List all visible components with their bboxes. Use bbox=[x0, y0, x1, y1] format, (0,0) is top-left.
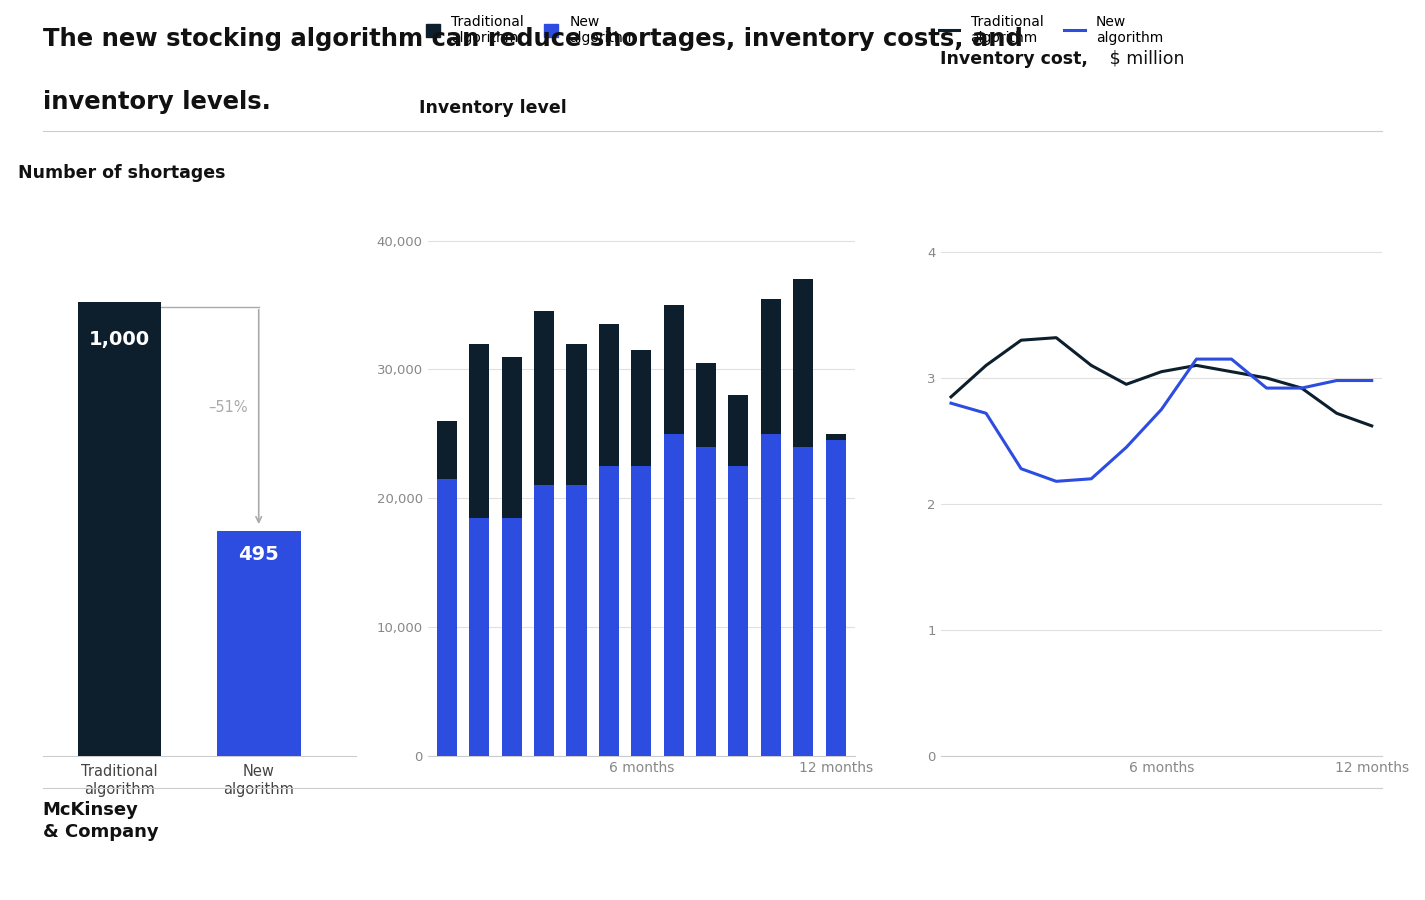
Bar bbox=[566, 485, 587, 756]
Bar bbox=[794, 279, 814, 756]
Bar bbox=[728, 395, 748, 756]
Bar bbox=[794, 446, 814, 756]
Bar bbox=[437, 421, 457, 756]
Bar bbox=[534, 485, 554, 756]
Bar bbox=[695, 446, 717, 756]
Bar bbox=[631, 350, 651, 756]
Bar bbox=[695, 363, 717, 756]
Text: $ million: $ million bbox=[1104, 50, 1184, 68]
Legend: Traditional
algorithm, New
algorithm: Traditional algorithm, New algorithm bbox=[939, 14, 1163, 45]
Bar bbox=[502, 356, 522, 756]
Bar bbox=[469, 518, 489, 756]
Text: 495: 495 bbox=[238, 545, 279, 564]
Bar bbox=[217, 532, 301, 756]
Text: inventory levels.: inventory levels. bbox=[43, 90, 271, 114]
Text: –51%: –51% bbox=[208, 400, 248, 416]
Bar bbox=[728, 466, 748, 756]
Bar bbox=[566, 344, 587, 756]
Bar bbox=[534, 311, 554, 756]
Text: Inventory cost,: Inventory cost, bbox=[940, 50, 1089, 68]
Text: Inventory level: Inventory level bbox=[419, 99, 567, 117]
Bar bbox=[77, 302, 161, 756]
Bar bbox=[761, 434, 781, 756]
Bar bbox=[761, 299, 781, 756]
Bar bbox=[664, 434, 684, 756]
Text: 1,000: 1,000 bbox=[88, 329, 150, 348]
Text: Number of shortages: Number of shortages bbox=[17, 164, 225, 182]
Bar bbox=[469, 344, 489, 756]
Text: McKinsey
& Company: McKinsey & Company bbox=[43, 801, 158, 842]
Bar bbox=[631, 466, 651, 756]
Bar bbox=[825, 440, 845, 756]
Bar bbox=[598, 324, 618, 756]
Legend: Traditional
algorithm, New
algorithm: Traditional algorithm, New algorithm bbox=[426, 14, 637, 45]
Bar bbox=[437, 479, 457, 756]
Text: The new stocking algorithm can reduce shortages, inventory costs, and: The new stocking algorithm can reduce sh… bbox=[43, 27, 1023, 51]
Bar bbox=[502, 518, 522, 756]
Bar bbox=[664, 305, 684, 756]
Bar bbox=[598, 466, 618, 756]
Bar bbox=[825, 434, 845, 756]
